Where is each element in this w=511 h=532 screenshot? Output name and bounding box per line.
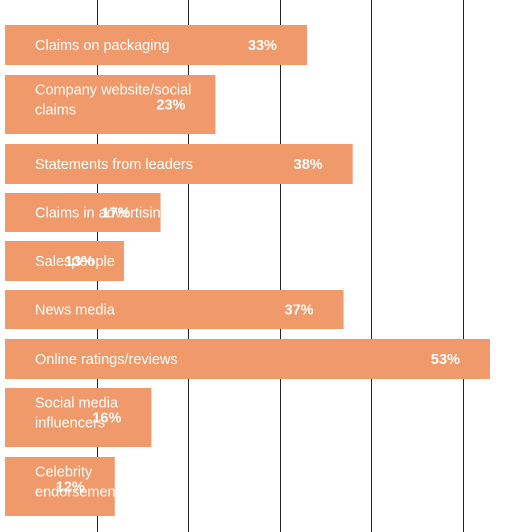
bars (5, 25, 490, 516)
bar-category-label: Online ratings/reviews (35, 352, 178, 368)
bar (5, 241, 124, 281)
bar-value-label: 17% (102, 206, 131, 222)
bar (5, 193, 161, 232)
bar-category-label: Statements from leaders (35, 157, 193, 173)
bar-value-label: 38% (294, 157, 323, 173)
bar-category-label: Social media influencers (35, 396, 119, 432)
bar (5, 339, 490, 379)
bar (5, 457, 115, 516)
bar (5, 290, 344, 329)
bar (5, 144, 353, 184)
bar-value-label: 53% (431, 352, 460, 368)
bar-value-label: 23% (156, 98, 185, 114)
bar-labels: Claims on packaging 33% Company website/so… (35, 38, 460, 501)
bar-category-label: Claims on packaging (35, 38, 170, 54)
bar-value-label: 37% (285, 303, 314, 319)
bar-category-label: Company website/social claims (35, 83, 191, 119)
bar-category-label: Salespeople (35, 254, 115, 270)
bar (5, 25, 307, 65)
bar-value-label: 16% (92, 411, 121, 427)
bar-value-label: 13% (65, 254, 94, 270)
bar-category-label: Celebrity endorsement (35, 465, 120, 501)
bar (5, 75, 216, 134)
bar-value-label: 33% (248, 38, 277, 54)
bar-value-label: 12% (56, 480, 85, 496)
bar (5, 388, 152, 447)
bar-category-label: News media (35, 303, 116, 319)
bar-category-label: Claims in advertising (35, 206, 169, 222)
